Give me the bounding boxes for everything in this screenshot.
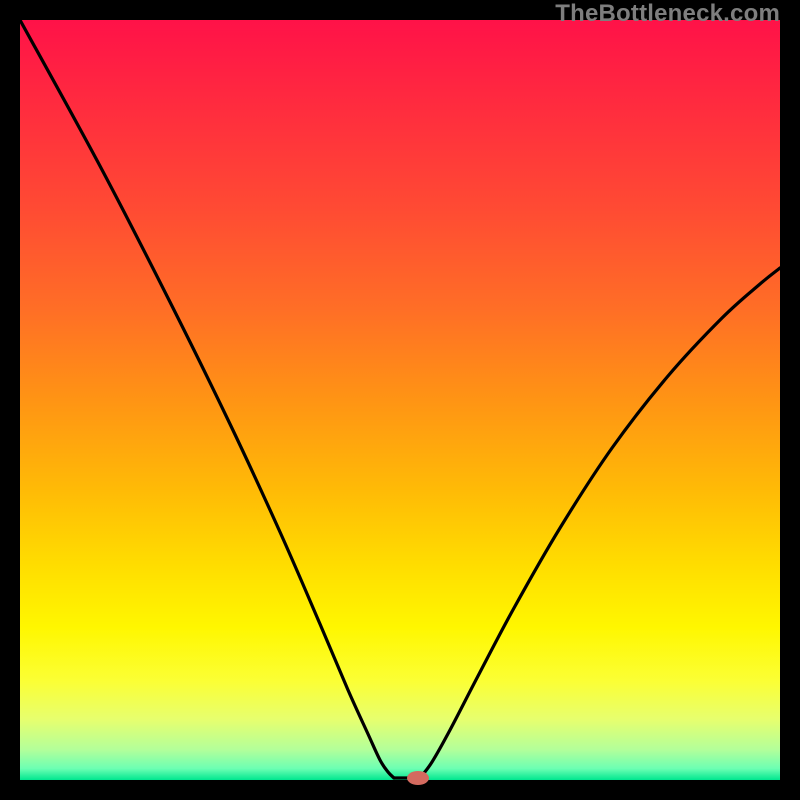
gradient-background: [20, 20, 780, 780]
watermark-text: TheBottleneck.com: [555, 0, 780, 28]
chart-svg: [0, 0, 800, 800]
valley-marker: [407, 771, 429, 785]
chart-canvas: TheBottleneck.com: [0, 0, 800, 800]
